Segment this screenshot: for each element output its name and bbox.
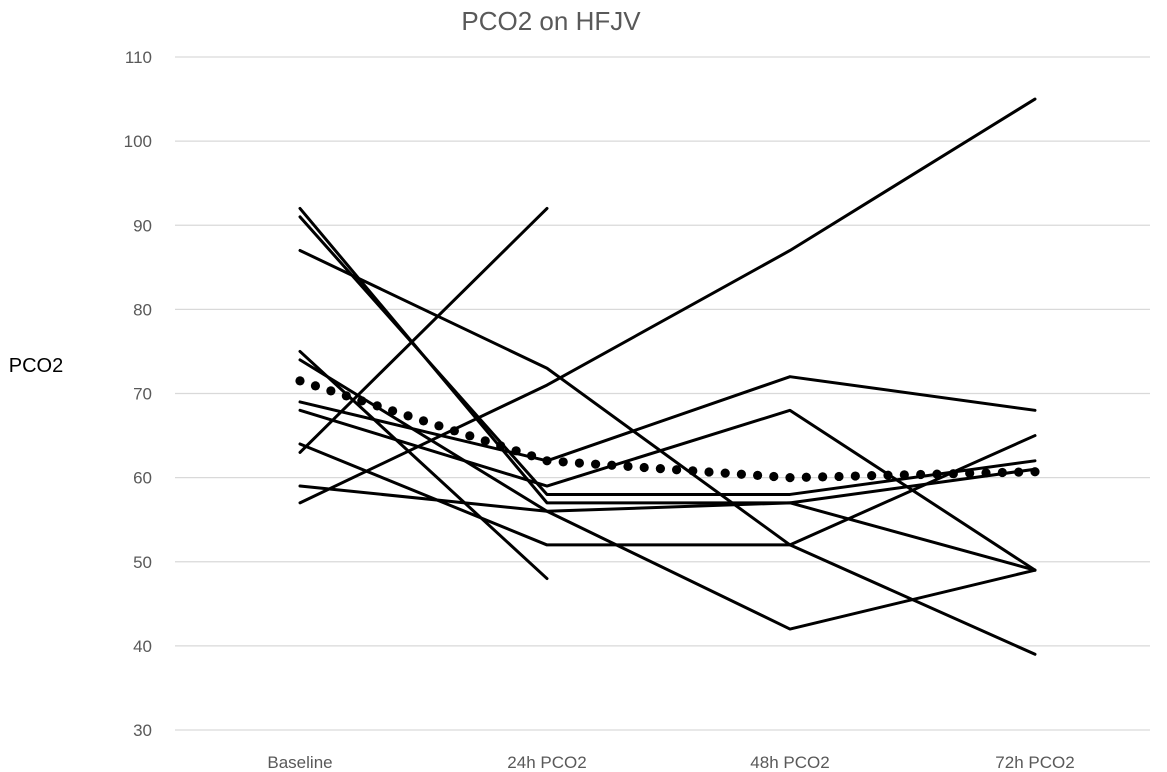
mean-dot xyxy=(496,441,506,451)
series-lines xyxy=(298,97,1037,656)
y-tick-label: 40 xyxy=(133,637,152,656)
mean-dot xyxy=(916,469,926,480)
mean-dot xyxy=(434,421,444,431)
gridlines xyxy=(175,56,1150,731)
mean-dot xyxy=(418,416,429,426)
mean-dot xyxy=(672,465,682,475)
mean-dot xyxy=(341,391,351,401)
y-tick-label: 90 xyxy=(133,216,152,235)
mean-dot xyxy=(1014,467,1024,477)
mean-dot xyxy=(720,468,730,478)
mean-dot xyxy=(965,468,975,478)
mean-dot xyxy=(981,468,991,478)
series-line-7 xyxy=(298,358,1037,631)
mean-dot xyxy=(932,469,942,479)
mean-dot xyxy=(818,472,828,482)
mean-dot xyxy=(357,396,367,406)
mean-dot xyxy=(372,401,382,411)
y-tick-label: 100 xyxy=(124,132,152,151)
series-line-11 xyxy=(298,484,1037,572)
mean-dot xyxy=(574,458,585,468)
series-line-10 xyxy=(298,434,1037,547)
series-line-8 xyxy=(298,375,1037,463)
mean-dot xyxy=(899,470,909,480)
mean-dot xyxy=(785,473,795,483)
mean-dot xyxy=(655,464,666,474)
mean-dot xyxy=(607,460,617,470)
series-line-3 xyxy=(298,206,1037,505)
mean-dot xyxy=(542,456,552,466)
mean-dot xyxy=(558,457,568,467)
series-line-2 xyxy=(298,206,549,454)
mean-dot xyxy=(511,446,521,456)
mean-dot xyxy=(310,381,321,391)
mean-dot xyxy=(388,406,398,416)
y-axis-label: PCO2 xyxy=(9,355,63,377)
chart-labels: PCO2 on HFJV PCO2 30 40 50 60 70 80 90 100 110 Ba… xyxy=(9,6,1075,772)
mean-dot xyxy=(623,461,633,472)
x-tick-label: 48h PCO2 xyxy=(750,753,829,772)
x-tick-label: 72h PCO2 xyxy=(995,753,1074,772)
mean-dot xyxy=(403,411,413,421)
mean-dot xyxy=(753,470,763,480)
chart-title: PCO2 on HFJV xyxy=(461,6,641,36)
mean-dot xyxy=(526,451,537,461)
mean-dot xyxy=(736,469,747,479)
mean-dot xyxy=(769,471,779,482)
mean-dot xyxy=(801,472,811,482)
mean-dot xyxy=(834,471,844,482)
series-line-4 xyxy=(298,215,1037,496)
mean-series xyxy=(295,376,1040,483)
mean-dot xyxy=(1030,467,1040,477)
mean-dot xyxy=(867,471,877,481)
series-line-1 xyxy=(298,97,1037,505)
mean-dot xyxy=(850,471,860,481)
mean-dot xyxy=(639,462,649,473)
x-tick-label: 24h PCO2 xyxy=(507,753,586,772)
series-line-6 xyxy=(298,349,549,581)
x-tick-label: Baseline xyxy=(267,753,332,772)
mean-dot xyxy=(449,426,459,436)
y-tick-label: 80 xyxy=(133,300,152,319)
y-tick-label: 30 xyxy=(133,721,152,740)
mean-dot xyxy=(704,467,714,477)
mean-dot xyxy=(326,386,336,396)
mean-dot xyxy=(997,467,1007,478)
mean-dot xyxy=(480,436,490,446)
y-tick-label: 70 xyxy=(133,385,152,404)
mean-dot xyxy=(883,470,893,480)
y-tick-label: 60 xyxy=(133,469,152,488)
mean-dot xyxy=(688,466,698,476)
y-tick-label: 110 xyxy=(125,48,152,67)
mean-dot xyxy=(591,459,601,469)
mean-dot xyxy=(465,431,475,441)
mean-dot xyxy=(948,469,958,479)
y-tick-label: 50 xyxy=(133,553,152,572)
mean-dot xyxy=(295,376,305,386)
